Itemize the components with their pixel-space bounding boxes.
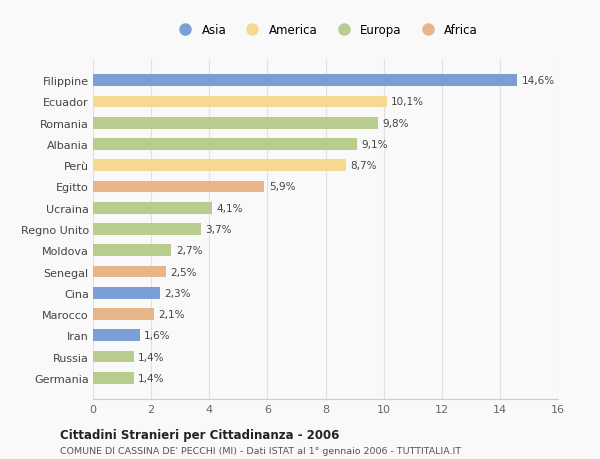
Text: 2,5%: 2,5% — [170, 267, 197, 277]
Bar — [93, 287, 160, 299]
Text: 8,7%: 8,7% — [350, 161, 377, 171]
Bar — [93, 160, 346, 172]
Bar — [93, 118, 378, 129]
Text: 14,6%: 14,6% — [521, 76, 555, 86]
Text: 1,4%: 1,4% — [138, 352, 164, 362]
Text: 9,8%: 9,8% — [382, 118, 409, 129]
Bar — [93, 139, 358, 151]
Bar — [93, 266, 166, 278]
Bar — [93, 308, 154, 320]
Bar — [93, 224, 200, 235]
Bar — [93, 202, 212, 214]
Text: Cittadini Stranieri per Cittadinanza - 2006: Cittadini Stranieri per Cittadinanza - 2… — [60, 428, 340, 442]
Bar — [93, 245, 172, 257]
Text: 9,1%: 9,1% — [362, 140, 388, 150]
Bar — [93, 351, 134, 363]
Bar — [93, 181, 265, 193]
Text: 2,7%: 2,7% — [176, 246, 202, 256]
Legend: Asia, America, Europa, Africa: Asia, America, Europa, Africa — [171, 22, 480, 39]
Text: 1,4%: 1,4% — [138, 373, 164, 383]
Bar — [93, 96, 386, 108]
Text: 5,9%: 5,9% — [269, 182, 295, 192]
Text: 4,1%: 4,1% — [217, 203, 243, 213]
Text: 2,1%: 2,1% — [158, 309, 185, 319]
Text: 10,1%: 10,1% — [391, 97, 424, 107]
Bar — [93, 330, 139, 341]
Text: COMUNE DI CASSINA DE' PECCHI (MI) - Dati ISTAT al 1° gennaio 2006 - TUTTITALIA.I: COMUNE DI CASSINA DE' PECCHI (MI) - Dati… — [60, 447, 461, 455]
Text: 3,7%: 3,7% — [205, 224, 232, 235]
Text: 2,3%: 2,3% — [164, 288, 191, 298]
Bar — [93, 372, 134, 384]
Text: 1,6%: 1,6% — [144, 330, 170, 341]
Bar — [93, 75, 517, 87]
